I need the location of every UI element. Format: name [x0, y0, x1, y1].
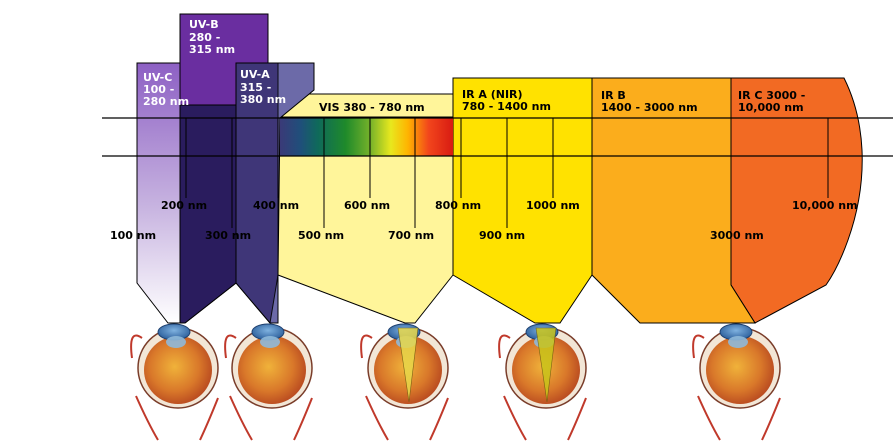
wavelength-100-label: 100 nm [110, 229, 156, 242]
eye-ir-a [498, 323, 587, 441]
wavelength-900-label: 900 nm [479, 229, 525, 242]
uv-c-name: UV-C [143, 71, 172, 84]
ir-c-range: 10,000 nm [738, 101, 804, 114]
uv-b-column [179, 104, 237, 324]
wavelength-3000-label: 3000 nm [710, 229, 764, 242]
wavelength-700-label: 700 nm [388, 229, 434, 242]
uv-a-name: UV-A [240, 68, 270, 81]
wavelength-1000-label: 1000 nm [526, 199, 580, 212]
tick-lines [136, 118, 829, 228]
uv-c-band [136, 62, 181, 324]
wavelength-300-label: 300 nm [205, 229, 251, 242]
uv-a-range-2: 380 nm [240, 93, 286, 106]
ir-b-range: 1400 - 3000 nm [601, 101, 698, 114]
wavelength-500-label: 500 nm [298, 229, 344, 242]
uv-b-name: UV-B [189, 18, 219, 31]
wavelength-800-label: 800 nm [435, 199, 481, 212]
eye-visible [360, 323, 449, 441]
eye-ir-b-ir-c [692, 323, 781, 441]
eye-uv-c-uv-b [130, 323, 219, 441]
ir-a-range: 780 - 1400 nm [462, 100, 551, 113]
wavelength-200-label: 200 nm [161, 199, 207, 212]
wavelength-600-label: 600 nm [344, 199, 390, 212]
ir-c-name: IR C 3000 - [738, 89, 805, 102]
wavelength-400-label: 400 nm [253, 199, 299, 212]
uv-b-range-1: 280 - [189, 31, 220, 44]
vis-label: VIS 380 - 780 nm [319, 101, 425, 114]
ir-b-name: IR B [601, 89, 626, 102]
wavelength-10000-label: 10,000 nm [792, 199, 858, 212]
ir-c-band [730, 77, 863, 324]
ir-a-name: IR A (NIR) [462, 88, 523, 101]
visible-spectrum-strip [280, 118, 453, 156]
eye-uv-a [224, 323, 313, 441]
uv-b-range-2: 315 nm [189, 43, 235, 56]
uv-a-range-1: 315 - [240, 81, 271, 94]
uv-c-range-1: 100 - [143, 83, 174, 96]
uv-c-range-2: 280 nm [143, 95, 189, 108]
